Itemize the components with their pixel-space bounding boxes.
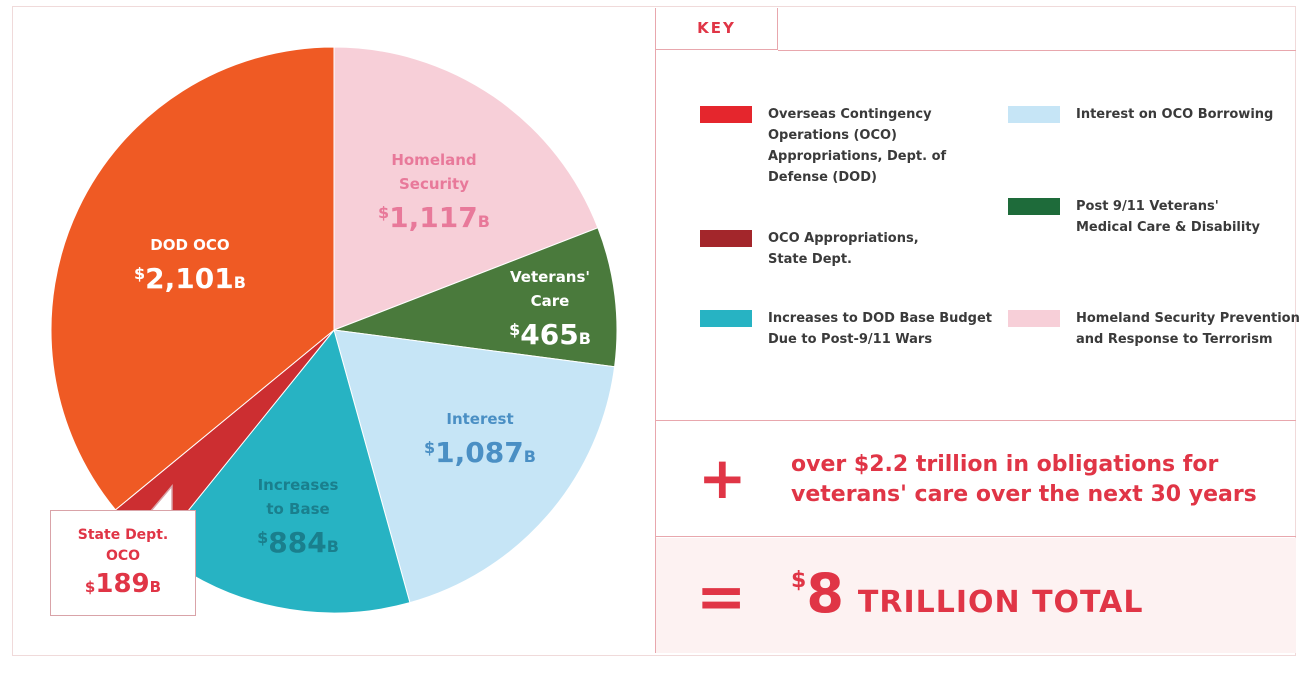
pie-label-dod: DOD OCO $2,101B [134,236,246,295]
pie-label-value: $1,087B [424,436,536,469]
legend-item-base-increase: Increases to DOD Base Budget Due to Post… [700,308,993,350]
pie-label-veterans: Veterans' Care $465B [509,268,591,351]
key-panel: KEY Overseas Contingency Operations (OCO… [655,8,1300,653]
pie-label-name: Security [399,175,469,193]
legend-label: Increases to DOD Base Budget Due to Post… [768,311,993,347]
legend-label: Interest on OCO Borrowing [1076,107,1274,122]
legend-swatch [700,106,752,123]
callout-value-sign: $ [84,578,96,596]
pie-chart: Homeland Security $1,117B Veterans' Care $465… [50,46,618,614]
legend-item-state-oco: OCO Appropriations, State Dept. [700,228,938,270]
pie-label-name: to Base [266,500,329,518]
plus-note: over $2.2 trillion in obligations for ve… [791,452,1257,507]
pie-label-base: Increases to Base $884B [257,476,339,559]
divider [656,536,1296,537]
total-row: = $8 TRILLION TOTAL [656,538,1296,653]
legend-label: Homeland Security Prevention and Respons… [1076,311,1300,347]
legend-swatch [700,230,752,247]
key-title: KEY [656,8,778,50]
divider [656,420,1296,421]
pie-label-value: $2,101B [134,262,246,295]
callout-value: $189B [51,569,195,599]
legend-item-veterans: Post 9/11 Veterans' Medical Care & Disab… [1008,196,1276,238]
callout-value-amount: 189 [95,569,150,599]
pie-slice-interest [333,329,616,604]
pie-label-value: $884B [257,526,339,559]
total-amount: $8 TRILLION TOTAL [791,564,1144,624]
pie-label-name: DOD OCO [150,236,229,254]
pie-label-name: Homeland [391,151,476,169]
equals-icon: = [696,562,747,632]
chart-frame [12,6,1296,656]
state-dept-callout: State Dept. OCO $189B [50,510,196,616]
total-number: 8 [806,562,844,625]
pie-slice-homeland [333,46,599,331]
total-dollar: $ [791,568,807,593]
callout-value-unit: B [149,578,162,596]
legend-label: OCO Appropriations, State Dept. [768,231,919,267]
callout-label-line1: State Dept. [77,527,169,543]
legend-label: Post 9/11 Veterans' Medical Care & Disab… [1076,199,1261,235]
pie-slice-dod [50,46,335,511]
pie-label-value: $1,117B [378,201,490,234]
pie-label-name: Care [531,292,570,310]
legend-item-interest: Interest on OCO Borrowing [1008,104,1286,125]
pie-label-name: Veterans' [510,268,590,286]
callout-label-line2: OCO [105,548,141,564]
legend-label: Overseas Contingency Operations (OCO) Ap… [768,107,947,185]
pie-label-homeland: Homeland Security $1,117B [378,151,490,234]
key-top-divider [778,50,1296,51]
plus-icon: + [698,444,747,512]
legend-swatch [700,310,752,327]
pie-label-interest: Interest $1,087B [424,410,536,469]
legend-swatch [1008,310,1060,327]
pie-label-value: $465B [509,318,591,351]
pie-slice-veterans [333,227,618,368]
total-words: TRILLION TOTAL [857,585,1144,620]
callout-label: State Dept. OCO [51,525,195,567]
legend-swatch [1008,198,1060,215]
legend-swatch [1008,106,1060,123]
pie-label-name: Increases [258,476,339,494]
legend-item-homeland: Homeland Security Prevention and Respons… [1008,308,1300,350]
pie-label-name: Interest [446,410,513,428]
legend-item-dod-oco: Overseas Contingency Operations (OCO) Ap… [700,104,968,188]
